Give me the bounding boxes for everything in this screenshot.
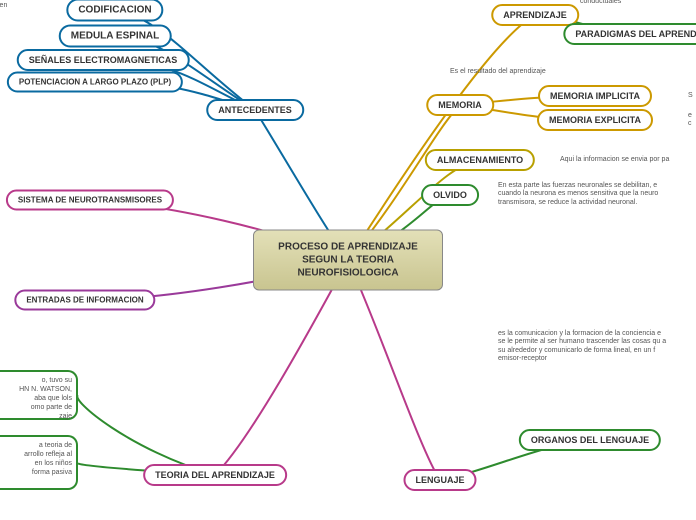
node-entradas[interactable]: ENTRADAS DE INFORMACION bbox=[14, 290, 155, 311]
note-3: e c bbox=[688, 112, 696, 129]
node-olvido[interactable]: OLVIDO bbox=[421, 184, 479, 206]
note-0: conductuales bbox=[580, 0, 621, 6]
node-almacen[interactable]: ALMACENAMIENTO bbox=[425, 149, 535, 171]
note-5: En esta parte las fuerzas neuronales se … bbox=[498, 182, 668, 207]
note-1: Es el resultado del aprendizaje bbox=[450, 68, 546, 76]
node-memoria[interactable]: MEMORIA bbox=[426, 94, 494, 116]
node-antecedentes[interactable]: ANTECEDENTES bbox=[206, 99, 304, 121]
node-paradigmas[interactable]: PARADIGMAS DEL APRENDIZ bbox=[563, 23, 696, 45]
node-plp[interactable]: POTENCIACION A LARGO PLAZO (PLP) bbox=[7, 72, 183, 93]
cut-left-0: ien bbox=[0, 2, 7, 10]
cut-left-watson_box: o, tuvo su HN N. WATSON, aba que lols om… bbox=[0, 370, 78, 420]
node-mem_impl[interactable]: MEMORIA IMPLICITA bbox=[538, 85, 652, 107]
node-organos[interactable]: ORGANOS DEL LENGUAJE bbox=[519, 429, 661, 451]
center-node: PROCESO DE APRENDIZAJE SEGUN LA TEORIA N… bbox=[253, 230, 443, 291]
node-aprendizaje[interactable]: APRENDIZAJE bbox=[491, 4, 579, 26]
note-6: es la comunicacion y la formacion de la … bbox=[498, 330, 668, 364]
node-medula[interactable]: MEDULA ESPINAL bbox=[59, 25, 172, 48]
note-2: S bbox=[688, 92, 693, 100]
node-neurotrans[interactable]: SISTEMA DE NEUROTRANSMISORES bbox=[6, 190, 174, 211]
node-senales[interactable]: SEÑALES ELECTROMAGNETICAS bbox=[17, 49, 190, 71]
node-teoria_aprend[interactable]: TEORIA DEL APRENDIZAJE bbox=[143, 464, 287, 486]
note-4: Aqui la informacion se envia por pa bbox=[560, 156, 669, 164]
node-codificacion[interactable]: CODIFICACION bbox=[66, 0, 163, 22]
node-lenguaje[interactable]: LENGUAJE bbox=[403, 469, 476, 491]
node-mem_expl[interactable]: MEMORIA EXPLICITA bbox=[537, 109, 653, 131]
cut-left-desarrollo_box: a teoria de arrollo refleja al en los ni… bbox=[0, 435, 78, 490]
